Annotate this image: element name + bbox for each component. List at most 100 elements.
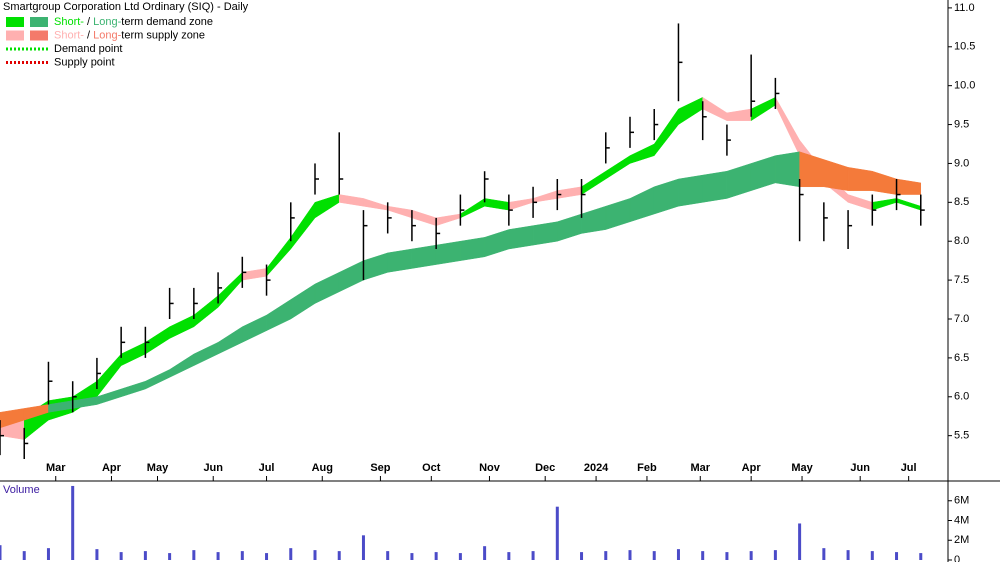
- volume-bar: [531, 551, 535, 560]
- volume-bar: [168, 553, 172, 560]
- chart-title: Smartgroup Corporation Ltd Ordinary (SIQ…: [3, 1, 249, 13]
- zone-segment: [532, 221, 558, 246]
- zone-segment: [387, 248, 413, 273]
- legend-swatch: [30, 17, 48, 27]
- zone-segment: [508, 225, 534, 250]
- x-tick-label: Dec: [535, 462, 555, 474]
- y-tick-label: 2M: [954, 534, 969, 546]
- zones: [0, 96, 922, 441]
- y-tick-label: 4M: [954, 514, 969, 526]
- x-tick-label: Jul: [901, 462, 917, 474]
- legend-part: Long-: [93, 16, 121, 28]
- volume-bar: [846, 550, 850, 560]
- volume-bar: [458, 553, 462, 560]
- y-tick-label: 9.0: [954, 157, 969, 169]
- volume-bar: [676, 549, 680, 560]
- volume-bar: [313, 550, 317, 560]
- x-tick-label: Mar: [690, 462, 710, 474]
- volume-bar: [361, 535, 365, 560]
- volume-bar: [216, 552, 220, 560]
- volume-bar: [822, 548, 826, 560]
- legend-swatch: [6, 30, 24, 41]
- volume-bar: [289, 548, 293, 560]
- volume-bar: [773, 550, 777, 560]
- volume-bar: [95, 549, 99, 560]
- volume-bar: [895, 552, 899, 560]
- x-tick-label: May: [147, 462, 169, 474]
- x-tick-label: Nov: [479, 462, 501, 474]
- legend-part: Short-: [54, 16, 84, 28]
- legend-part: term supply zone: [121, 29, 205, 41]
- legend-part: Long-: [93, 29, 121, 41]
- volume-bar: [386, 551, 390, 560]
- volume-bar: [22, 551, 26, 560]
- volume-bar: [919, 553, 923, 560]
- volume-bar: [337, 551, 341, 560]
- x-tick-label: Aug: [312, 462, 333, 474]
- y-tick-label: 5.5: [954, 430, 969, 442]
- volume-bar: [628, 550, 632, 560]
- x-tick-label: Apr: [742, 462, 762, 474]
- volume-bar: [410, 553, 414, 560]
- volume-bar: [701, 551, 705, 560]
- x-tick-label: May: [791, 462, 813, 474]
- zone-segment: [411, 244, 437, 269]
- legend-part: /: [84, 29, 93, 41]
- x-tick-label: Jul: [259, 462, 275, 474]
- volume-bar: [652, 551, 656, 560]
- volume-bar: [46, 548, 50, 560]
- zone-segment: [702, 170, 728, 203]
- x-tick-label: Oct: [422, 462, 441, 474]
- x-tick-label: Mar: [46, 462, 66, 474]
- zone-segment: [435, 240, 461, 265]
- y-tick-label: 7.0: [954, 313, 969, 325]
- y-tick-label: 8.5: [954, 196, 969, 208]
- volume-bar: [265, 553, 269, 560]
- volume-bar: [870, 551, 874, 560]
- y-tick-label: 10.5: [954, 41, 975, 53]
- volume-bar: [749, 551, 753, 560]
- y-tick-label: 6.5: [954, 352, 969, 364]
- y-tick-label: 10.0: [954, 80, 975, 92]
- x-tick-label: 2024: [584, 462, 609, 474]
- volume-bar: [725, 552, 729, 560]
- volume-bar: [555, 506, 559, 560]
- legend-label: Short- / Long-term demand zone: [54, 16, 213, 28]
- legend-label: Supply point: [54, 56, 115, 68]
- zone-segment: [775, 151, 800, 188]
- volume-bar: [434, 552, 438, 560]
- zone-segment: [678, 174, 703, 207]
- y-tick-label: 6M: [954, 495, 969, 507]
- volume-bar: [71, 485, 75, 560]
- y-tick-label: 8.0: [954, 235, 969, 247]
- y-tick-label: 0: [954, 554, 960, 562]
- volume-bar: [604, 551, 608, 560]
- legend-part: Short-: [54, 29, 84, 41]
- volume-bar: [192, 550, 196, 560]
- volume-bar: [507, 552, 511, 560]
- volume-bar: [0, 545, 2, 560]
- y-tick-label: 6.0: [954, 391, 969, 403]
- volume-bar: [798, 523, 802, 560]
- x-tick-label: Sep: [370, 462, 390, 474]
- volume-bar: [240, 551, 244, 560]
- legend-swatch: [6, 17, 24, 27]
- legend-swatch: [30, 30, 48, 41]
- volume-bar: [119, 552, 123, 560]
- y-tick-label: 9.5: [954, 118, 969, 130]
- legend-label: Short- / Long-term supply zone: [54, 29, 205, 41]
- volume-bar: [483, 546, 487, 560]
- y-tick-label: 7.5: [954, 274, 969, 286]
- volume-title: Volume: [3, 484, 40, 496]
- volume-bar: [143, 551, 147, 560]
- legend-label: Demand point: [54, 43, 123, 55]
- legend-part: /: [84, 16, 93, 28]
- x-tick-label: Jun: [203, 462, 223, 474]
- legend-part: term demand zone: [121, 16, 213, 28]
- zone-segment: [847, 167, 873, 191]
- volume-bar: [580, 552, 584, 560]
- x-tick-label: Feb: [637, 462, 657, 474]
